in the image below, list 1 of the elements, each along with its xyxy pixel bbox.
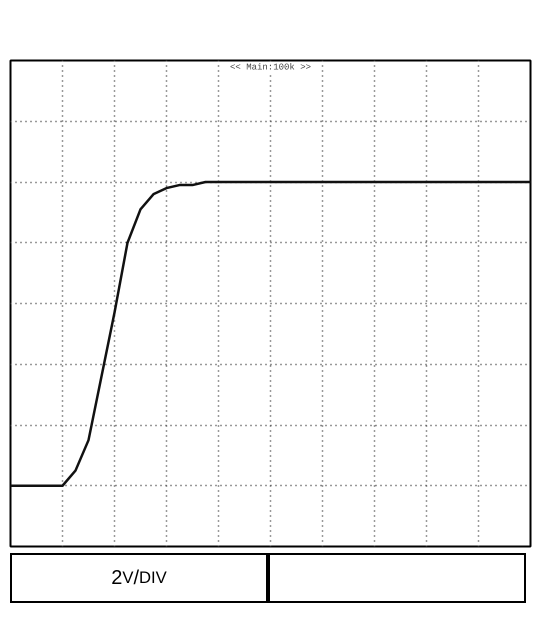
text: << Main:100k >> (230, 62, 312, 72)
